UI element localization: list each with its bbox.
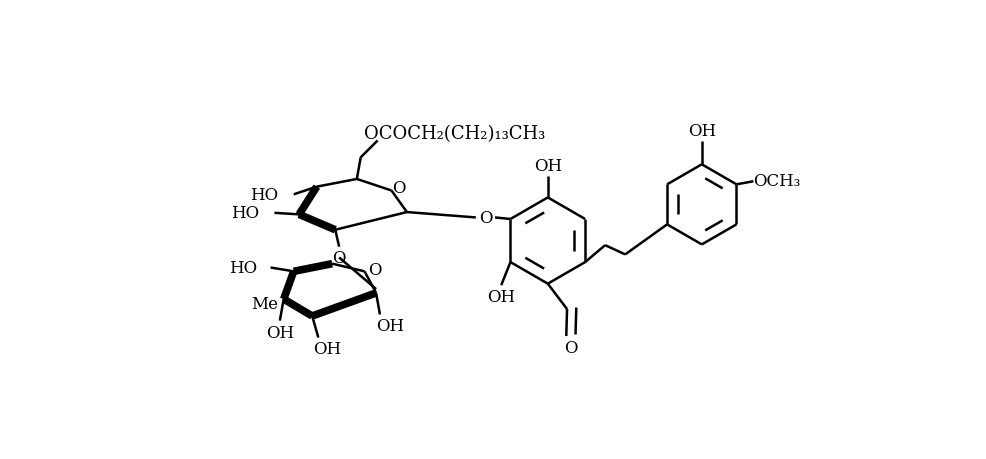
Text: OCH₃: OCH₃ (753, 173, 801, 190)
Text: O: O (478, 209, 492, 226)
Text: HO: HO (231, 205, 258, 222)
Text: O: O (332, 249, 345, 266)
Text: OCOCH₂(CH₂)₁₃CH₃: OCOCH₂(CH₂)₁₃CH₃ (364, 125, 544, 143)
Text: OH: OH (687, 123, 715, 140)
Text: OH: OH (265, 325, 294, 341)
Text: O: O (392, 179, 405, 196)
Text: OH: OH (376, 317, 403, 334)
Text: Me: Me (251, 296, 278, 313)
Text: OH: OH (487, 289, 515, 306)
Text: OH: OH (533, 157, 561, 174)
Text: OH: OH (314, 340, 341, 357)
Text: O: O (368, 262, 382, 279)
Text: O: O (564, 339, 577, 356)
Text: HO: HO (249, 186, 278, 203)
Text: HO: HO (229, 259, 256, 276)
